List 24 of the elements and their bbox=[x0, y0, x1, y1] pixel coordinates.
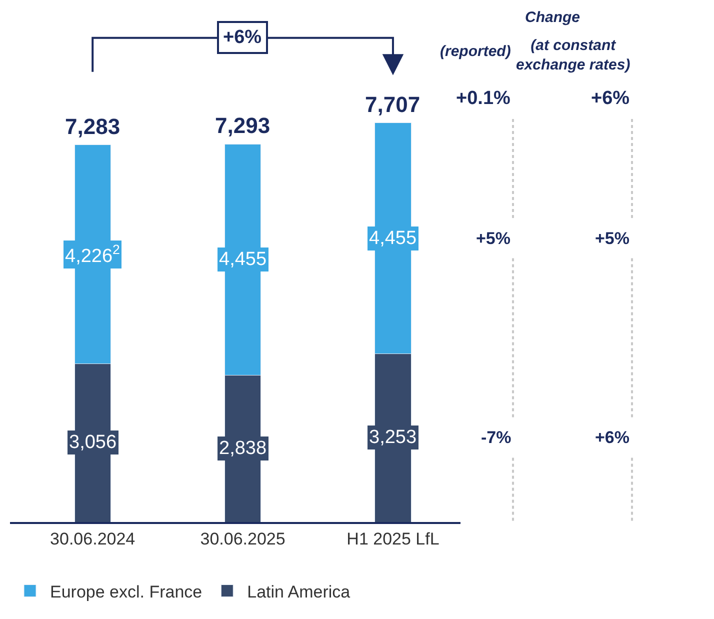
text: +5% bbox=[476, 229, 510, 248]
data-label: 4,226$^{2}$ bbox=[65, 242, 120, 267]
x-tick-label: 30.06.2024 bbox=[50, 529, 136, 548]
legend-label: Europe excl. France bbox=[50, 582, 202, 602]
data-label: 3,056 bbox=[69, 432, 117, 453]
text: +5% bbox=[595, 229, 630, 248]
text: +6% bbox=[223, 27, 262, 48]
data-label: 4,455 bbox=[369, 228, 417, 249]
text: +6% bbox=[595, 428, 630, 447]
total-label: 7,707 bbox=[365, 92, 420, 117]
text: +6% bbox=[591, 88, 630, 109]
text: (reported) bbox=[440, 43, 511, 60]
total-label: 7,283 bbox=[65, 114, 120, 139]
text: -7% bbox=[481, 428, 512, 447]
text: Change bbox=[525, 9, 580, 26]
text: +0.1% bbox=[456, 88, 511, 109]
total-label: 7,293 bbox=[215, 113, 270, 138]
x-tick-label: 30.06.2025 bbox=[200, 529, 286, 548]
legend-label: Latin America bbox=[247, 582, 351, 602]
data-label: 3,253 bbox=[369, 427, 417, 448]
data-label: 2,838 bbox=[219, 438, 267, 459]
text: (at constant exchange rates) bbox=[516, 37, 630, 74]
x-tick-label: H1 2025 LfL bbox=[346, 529, 440, 548]
data-label: 4,455 bbox=[219, 249, 267, 270]
